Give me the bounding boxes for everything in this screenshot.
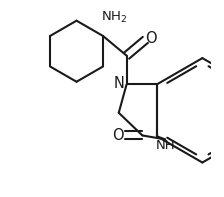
Text: N: N — [113, 76, 124, 91]
Text: NH: NH — [156, 139, 176, 152]
Text: O: O — [145, 31, 157, 46]
Text: O: O — [112, 128, 124, 143]
Text: NH$_2$: NH$_2$ — [101, 10, 127, 25]
